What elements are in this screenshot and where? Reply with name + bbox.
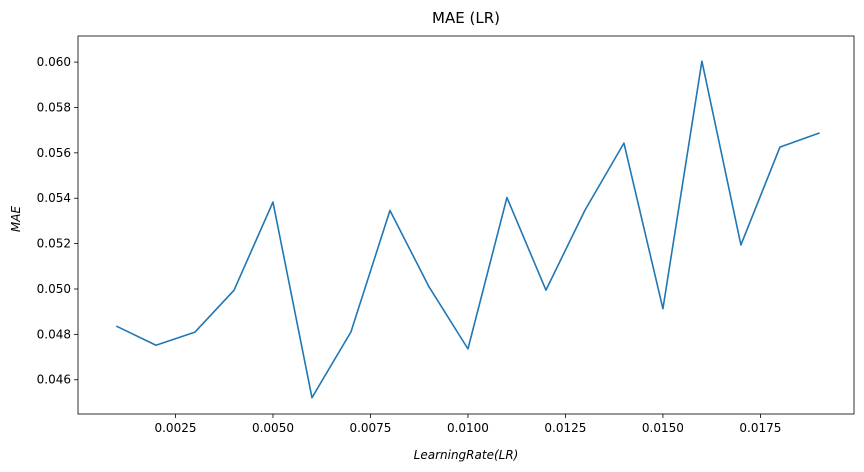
x-tick-label: 0.0100 [447, 421, 489, 435]
y-tick-label: 0.048 [37, 327, 71, 341]
x-axis-label: LearningRate(LR) [414, 448, 519, 462]
x-tick-label: 0.0125 [544, 421, 586, 435]
y-tick-label: 0.056 [37, 146, 71, 160]
y-axis: 0.046 0.048 0.050 0.052 0.054 0.056 0.058 0.060 [37, 55, 78, 387]
series-line-0 [115, 60, 820, 399]
y-tick-label: 0.054 [37, 191, 71, 205]
plot-frame [77, 35, 855, 415]
x-tick-label: 0.0025 [154, 421, 196, 435]
y-tick-label: 0.052 [37, 237, 71, 251]
plot-area [77, 35, 855, 415]
chart-title: MAE (LR) [432, 9, 500, 27]
x-tick-label: 0.0050 [252, 421, 294, 435]
y-tick-label: 0.060 [37, 55, 71, 69]
y-tick-label: 0.046 [37, 373, 71, 387]
y-tick-label: 0.058 [37, 100, 71, 114]
x-tick-label: 0.0075 [349, 421, 391, 435]
y-axis-label: MAE [9, 206, 23, 233]
x-tick-label: 0.0150 [642, 421, 684, 435]
y-tick-label: 0.050 [37, 282, 71, 296]
x-axis: 0.0025 0.0050 0.0075 0.0100 0.0125 0.0150 0.01… [154, 414, 781, 435]
x-tick-label: 0.0175 [739, 421, 781, 435]
